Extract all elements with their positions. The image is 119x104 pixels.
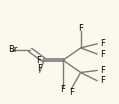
Text: F: F (36, 56, 41, 65)
Text: F: F (100, 66, 105, 75)
Text: F: F (100, 76, 105, 85)
Text: F: F (69, 88, 74, 97)
Text: Br: Br (8, 45, 17, 54)
Text: F: F (100, 39, 105, 48)
Text: F: F (61, 85, 65, 94)
Text: F: F (37, 64, 42, 73)
Text: F: F (78, 24, 83, 33)
Text: F: F (100, 50, 105, 59)
